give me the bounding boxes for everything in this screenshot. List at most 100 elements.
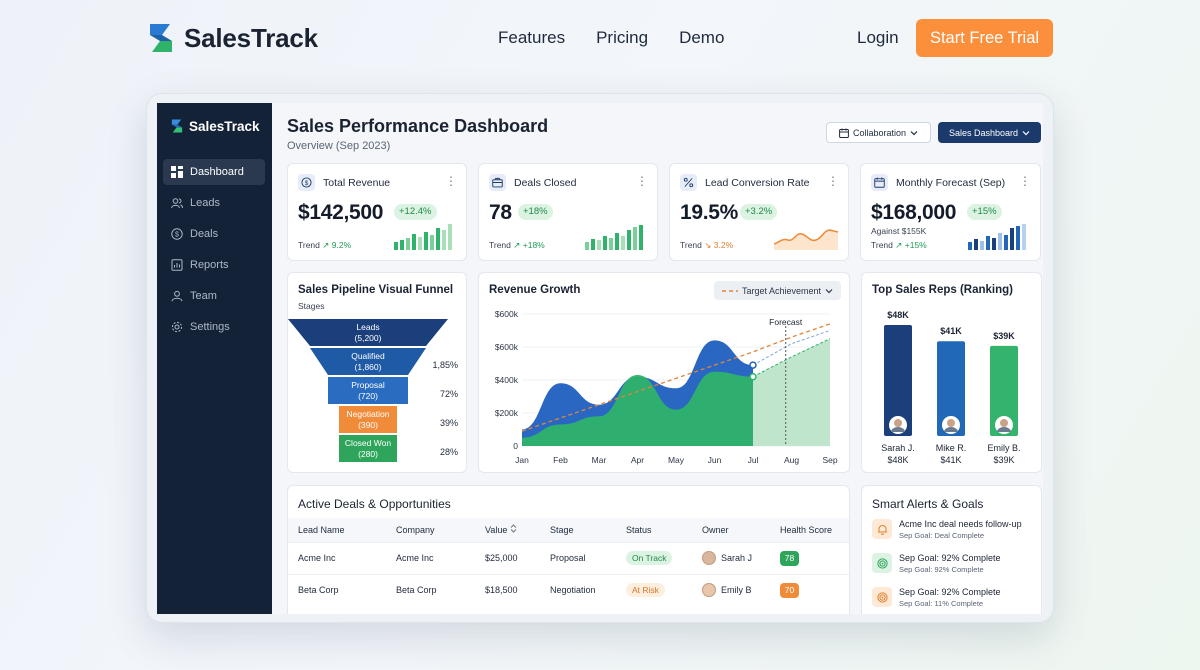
alert-item[interactable]: Acme Inc deal needs follow-up Sep Goal: D…	[872, 519, 1022, 540]
trend-value: ↘ 3.2%	[704, 240, 734, 250]
target-achievement-label: Target Achievement	[741, 285, 822, 296]
sidebar-item-settings[interactable]: Settings	[163, 314, 265, 340]
revenue-title: Revenue Growth	[489, 284, 581, 296]
status-badge: On Track	[626, 551, 673, 565]
alerts-title: Smart Alerts & Goals	[872, 497, 984, 511]
trend-value: ↗ +18%	[513, 240, 545, 250]
funnel-title: Sales Pipeline Visual Funnel	[298, 284, 454, 296]
sidebar-item-label: Leads	[190, 197, 220, 209]
more-options-icon[interactable]: ⋮	[1019, 174, 1031, 188]
avatar	[702, 551, 716, 565]
avatar-body	[944, 427, 958, 432]
alert-item[interactable]: Sep Goal: 92% Complete Sep Goal: 92% Comp…	[872, 553, 1001, 574]
brand-name: SalesTrack	[184, 22, 318, 53]
column-header-status[interactable]: Status	[616, 518, 692, 542]
sales-funnel-card: Sales Pipeline Visual Funnel Stages Lead…	[287, 272, 467, 473]
sidebar-item-dashboard[interactable]: Dashboard	[163, 159, 265, 185]
forecast-line-green	[752, 338, 831, 378]
rep-bar	[990, 345, 1018, 436]
kpi-value: $168,000	[871, 201, 957, 224]
cell-owner: Sarah J	[692, 541, 770, 574]
sidebar-item-leads[interactable]: Leads	[163, 190, 265, 216]
start-free-trial-button[interactable]: Start Free Trial	[916, 19, 1053, 57]
kpi-change-badge: +15%	[967, 204, 1002, 220]
dashboard-frame: SalesTrack Dashboard Leads $ Deals Repor…	[146, 93, 1054, 623]
column-header-lead-name[interactable]: Lead Name	[288, 518, 386, 542]
trend-value: ↗ +15%	[895, 240, 927, 250]
svg-text:$: $	[175, 232, 179, 239]
nav-link-features[interactable]: Features	[498, 28, 566, 47]
nav-link-demo[interactable]: Demo	[679, 28, 725, 47]
column-header-value[interactable]: Value	[475, 518, 540, 542]
cell-stage: Negotiation	[540, 573, 616, 606]
more-options-icon[interactable]: ⋮	[445, 174, 457, 188]
chevron-down-icon	[825, 288, 833, 293]
kpi-forecast-target: Against $155K	[871, 226, 927, 236]
kpi-card-total-revenue[interactable]: $ Total Revenue ⋮ $142,500 +12.4% Trend …	[287, 163, 467, 261]
sidebar-item-deals[interactable]: $ Deals	[163, 221, 265, 247]
cell-health-score: 70	[770, 573, 849, 606]
dollar-circle-icon: $	[171, 228, 183, 240]
sparkline-bars	[585, 225, 643, 250]
users-icon	[171, 198, 183, 209]
x-tick-label: Sep	[822, 455, 837, 465]
site-header: SalesTrack Features Pricing Demo Login S…	[0, 0, 1200, 78]
alert-subtitle: Sep Goal: 11% Complete	[899, 599, 984, 608]
kpi-card-monthly-forecast[interactable]: Monthly Forecast (Sep) ⋮ $168,000 +15% A…	[860, 163, 1041, 261]
team-icon	[171, 290, 183, 302]
column-header-label: Value	[485, 525, 508, 536]
y-tick-label: $200k	[495, 408, 519, 418]
funnel-subtitle: Stages	[298, 301, 325, 311]
more-options-icon[interactable]: ⋮	[827, 174, 839, 188]
alert-icon-box	[872, 587, 892, 607]
trend-label: Trend	[871, 240, 893, 250]
x-tick-label: Mar	[592, 455, 607, 465]
x-tick-label: Jun	[708, 455, 722, 465]
column-header-health-score[interactable]: Health Score	[770, 518, 849, 542]
svg-text:$: $	[305, 180, 309, 187]
funnel-stage-negotiation	[339, 406, 397, 433]
kpi-label: Monthly Forecast (Sep)	[896, 177, 1006, 189]
deals-table: Lead Name Company Value Stage Status Own…	[288, 518, 849, 606]
kpi-card-lead-conversion-rate[interactable]: Lead Conversion Rate ⋮ 19.5% +3.2% Trend…	[669, 163, 849, 261]
column-header-stage[interactable]: Stage	[540, 518, 616, 542]
target-achievement-dropdown[interactable]: Target Achievement	[714, 281, 841, 300]
site-brand[interactable]: SalesTrack	[146, 22, 318, 54]
collaboration-button[interactable]: Collaboration	[826, 122, 931, 143]
column-header-company[interactable]: Company	[386, 518, 475, 542]
alert-icon-box	[872, 553, 892, 573]
kpi-card-deals-closed[interactable]: Deals Closed ⋮ 78 +18% Trend ↗ +18%	[478, 163, 658, 261]
gear-icon	[171, 321, 183, 333]
alert-icon-box	[872, 519, 892, 539]
sidebar: SalesTrack Dashboard Leads $ Deals Repor…	[157, 103, 272, 614]
kpi-label: Lead Conversion Rate	[705, 177, 810, 189]
dashboard-select[interactable]: Sales Dashboard	[938, 122, 1041, 143]
funnel-stage-leads	[288, 319, 448, 346]
kpi-icon-box	[680, 174, 697, 191]
calendar-icon	[839, 128, 849, 138]
table-row[interactable]: Acme Inc Acme Inc $25,000 Proposal On Tr…	[288, 541, 849, 574]
owner-name: Sarah J	[721, 553, 753, 563]
alert-item[interactable]: Sep Goal: 92% Complete Sep Goal: 11% Comp…	[872, 587, 1001, 608]
sidebar-item-team[interactable]: Team	[163, 283, 265, 309]
sidebar-brand-name: SalesTrack	[189, 118, 260, 134]
table-row[interactable]: Beta Corp Beta Corp $18,500 Negotiation …	[288, 573, 849, 606]
active-deals-card: Active Deals & Opportunities Lead Name C…	[287, 485, 850, 614]
rep-name: Mike R.	[936, 443, 967, 453]
alert-subtitle: Sep Goal: 92% Complete	[899, 565, 984, 574]
cell-company: Acme Inc	[386, 541, 475, 574]
rep-amount: $41K	[940, 455, 961, 465]
forecast-label: Forecast	[769, 317, 803, 327]
grid-icon	[171, 166, 183, 178]
rep-bar	[884, 325, 912, 436]
kpi-trend: Trend ↗ +15%	[871, 240, 927, 251]
alert-title: Sep Goal: 92% Complete	[899, 587, 1001, 597]
login-link[interactable]: Login	[857, 28, 899, 47]
sort-icon[interactable]	[510, 524, 517, 533]
sidebar-item-reports[interactable]: Reports	[163, 252, 265, 278]
nav-link-pricing[interactable]: Pricing	[596, 28, 649, 47]
sidebar-brand[interactable]: SalesTrack	[170, 118, 260, 134]
column-header-owner[interactable]: Owner	[692, 518, 770, 542]
salestrack-logo-icon	[150, 24, 172, 52]
more-options-icon[interactable]: ⋮	[636, 174, 648, 188]
